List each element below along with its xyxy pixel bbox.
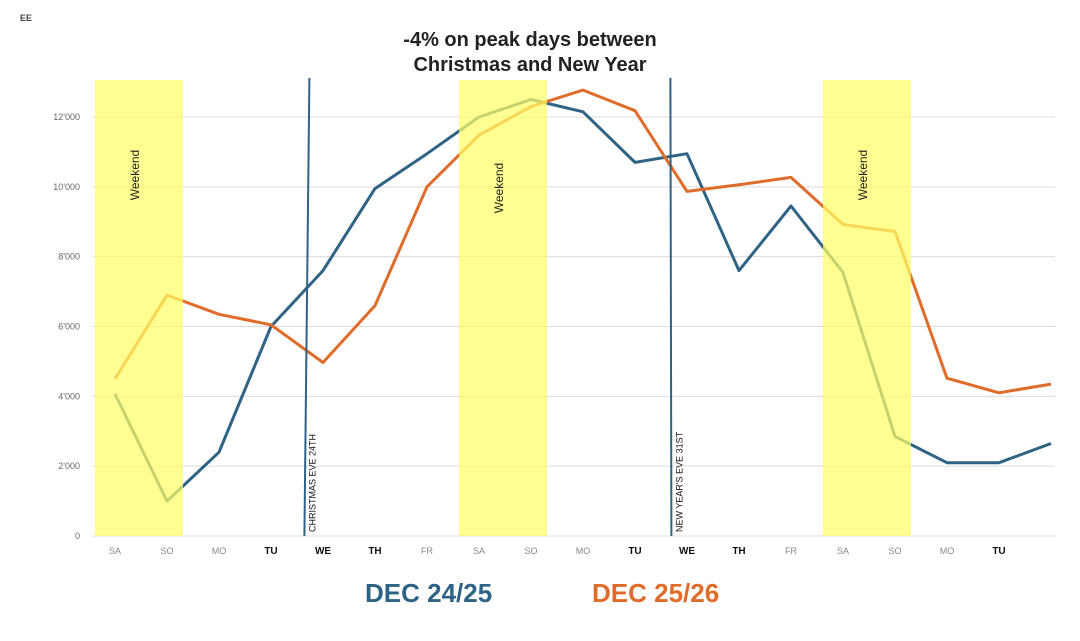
weekend-band [823,80,911,536]
x-tick-label: MO [940,546,955,556]
x-tick-label: MO [576,546,591,556]
corner-label: EE [20,13,33,23]
weekend-label: Weekend [128,150,142,200]
y-tick-label: 2'000 [58,461,80,471]
event-marker-line [303,77,311,537]
x-tick-label: SA [109,546,121,556]
weekend-label: Weekend [856,150,870,200]
legend-dec-25-26: DEC 25/26 [592,578,720,608]
x-tick-label: WE [679,546,695,557]
weekend-band [459,80,547,536]
event-marker-label: NEW YEAR'S EVE 31ST [674,431,684,532]
x-tick-label: SO [524,546,537,556]
event-marker-label: CHRISTMAS EVE 24TH [307,434,317,532]
legend-dec-24-25: DEC 24/25 [365,578,493,608]
weekend-label: Weekend [492,163,506,213]
x-tick-label: SA [473,546,485,556]
event-marker-line [669,77,673,537]
y-tick-label: 6'000 [58,322,80,332]
chart-title: -4% on peak days between Christmas and N… [330,28,730,78]
x-tick-label: TU [628,546,641,557]
y-tick-label: 0 [75,531,80,541]
y-tick-label: 8'000 [58,252,80,262]
x-tick-label: TU [992,546,1005,557]
x-tick-label: FR [785,546,797,556]
weekend-band [95,80,183,536]
x-tick-label: MO [212,546,227,556]
y-tick-label: 12'000 [53,112,80,122]
x-tick-label: TH [732,546,745,557]
title-line-2: Christmas and New Year [413,54,647,76]
x-tick-label: SA [837,546,849,556]
x-tick-label: SO [888,546,901,556]
x-tick-label: WE [315,546,331,557]
x-tick-label: SO [160,546,173,556]
title-line-1: -4% on peak days between [403,29,657,51]
y-tick-label: 10'000 [53,182,80,192]
y-tick-label: 4'000 [58,391,80,401]
x-tick-label: TH [368,546,381,557]
x-tick-label: FR [421,546,433,556]
x-tick-label: TU [264,546,277,557]
